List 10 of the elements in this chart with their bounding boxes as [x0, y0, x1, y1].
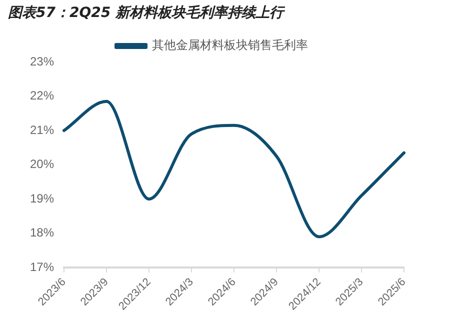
- chart-title: 图表57：2Q25 新材料板块毛利率持续上行: [8, 4, 284, 22]
- y-tick-label: 23%: [30, 54, 54, 68]
- y-tick-label: 21%: [30, 122, 54, 137]
- y-tick-label: 22%: [30, 88, 54, 103]
- y-tick-label: 18%: [30, 226, 54, 240]
- line-series: [62, 100, 406, 238]
- y-tick-label: 20%: [30, 157, 54, 172]
- y-tick-label: 17%: [30, 260, 54, 274]
- y-tick-label: 19%: [30, 191, 54, 206]
- legend-label: 其他金属材料板块销售毛利率: [152, 38, 308, 52]
